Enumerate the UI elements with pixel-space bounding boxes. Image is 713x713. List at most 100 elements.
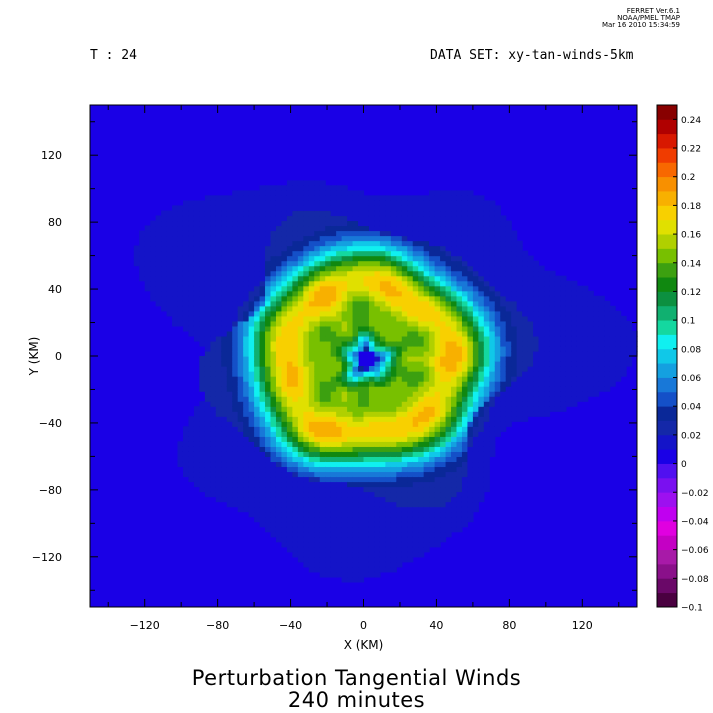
field-cell bbox=[232, 255, 239, 262]
field-cell bbox=[215, 426, 222, 432]
field-cell bbox=[281, 376, 288, 382]
field-cell bbox=[604, 340, 611, 347]
field-cell bbox=[456, 506, 463, 513]
field-cell bbox=[467, 486, 474, 493]
field-cell bbox=[308, 381, 315, 387]
field-cell bbox=[396, 330, 403, 337]
field-cell bbox=[451, 230, 458, 237]
field-cell bbox=[286, 476, 293, 483]
field-cell bbox=[549, 386, 556, 392]
field-cell bbox=[407, 210, 414, 217]
field-cell bbox=[505, 401, 512, 407]
field-cell bbox=[407, 461, 414, 468]
field-cell bbox=[374, 210, 381, 217]
field-cell bbox=[407, 541, 414, 548]
field-cell bbox=[385, 305, 392, 312]
field-cell bbox=[467, 265, 474, 272]
field-cell bbox=[199, 486, 206, 493]
field-cell bbox=[401, 255, 408, 262]
field-cell bbox=[445, 356, 452, 362]
field-cell bbox=[182, 315, 190, 322]
field-cell bbox=[199, 330, 206, 337]
field-cell bbox=[598, 371, 605, 377]
field-cell bbox=[385, 295, 392, 302]
field-cell bbox=[341, 230, 348, 237]
field-cell bbox=[308, 310, 315, 317]
field-cell bbox=[429, 320, 436, 327]
field-cell bbox=[281, 476, 288, 483]
field-cell bbox=[500, 260, 507, 267]
field-cell bbox=[215, 315, 222, 322]
field-cell bbox=[565, 381, 572, 387]
field-cell bbox=[275, 396, 283, 402]
field-cell bbox=[248, 280, 255, 287]
field-cell bbox=[259, 210, 266, 217]
field-cell bbox=[538, 285, 545, 292]
field-cell bbox=[193, 330, 200, 337]
field-cell bbox=[243, 270, 250, 277]
field-cell bbox=[385, 541, 392, 548]
field-cell bbox=[193, 295, 200, 302]
field-cell bbox=[456, 511, 463, 518]
field-cell bbox=[489, 210, 496, 217]
field-cell bbox=[451, 220, 458, 227]
field-cell bbox=[204, 220, 211, 227]
field-cell bbox=[297, 270, 304, 277]
field-cell bbox=[374, 516, 381, 523]
field-cell bbox=[330, 471, 337, 478]
field-cell bbox=[489, 381, 496, 387]
field-cell bbox=[456, 416, 463, 422]
field-cell bbox=[478, 205, 485, 212]
field-cell bbox=[210, 416, 217, 422]
field-cell bbox=[281, 496, 288, 503]
field-cell bbox=[341, 531, 348, 538]
field-cell bbox=[330, 461, 337, 468]
field-cell bbox=[385, 396, 392, 402]
colorbar-swatch bbox=[657, 434, 677, 450]
field-cell bbox=[341, 506, 348, 513]
field-cell bbox=[456, 521, 463, 528]
field-cell bbox=[368, 265, 376, 272]
field-cell bbox=[182, 245, 190, 252]
field-cell bbox=[226, 436, 233, 442]
field-cell bbox=[314, 190, 321, 196]
field-cell bbox=[385, 195, 392, 201]
field-cell bbox=[248, 456, 255, 463]
field-cell bbox=[478, 250, 485, 257]
field-cell bbox=[248, 210, 255, 217]
field-cell bbox=[522, 386, 529, 392]
field-cell bbox=[237, 391, 244, 397]
field-cell bbox=[352, 456, 359, 463]
field-cell bbox=[500, 361, 507, 367]
field-cell bbox=[489, 436, 496, 442]
field-cell bbox=[598, 295, 605, 302]
field-cell bbox=[401, 300, 408, 307]
field-cell bbox=[275, 325, 283, 332]
field-cell bbox=[281, 471, 288, 478]
field-cell bbox=[456, 396, 463, 402]
field-cell bbox=[139, 240, 146, 247]
field-cell bbox=[456, 245, 463, 252]
field-cell bbox=[336, 421, 343, 427]
field-cell bbox=[472, 396, 479, 402]
field-cell bbox=[407, 401, 414, 407]
field-cell bbox=[352, 496, 359, 503]
field-cell bbox=[500, 240, 507, 247]
field-cell bbox=[423, 491, 430, 498]
field-cell bbox=[456, 401, 463, 407]
field-cell bbox=[319, 466, 326, 473]
field-cell bbox=[456, 285, 463, 292]
field-cell bbox=[259, 330, 266, 337]
field-cell bbox=[374, 215, 381, 222]
field-cell bbox=[505, 320, 512, 327]
field-cell bbox=[199, 320, 206, 327]
field-cell bbox=[500, 315, 507, 322]
field-cell bbox=[286, 486, 293, 493]
field-cell bbox=[423, 366, 430, 372]
field-cell bbox=[423, 210, 430, 217]
field-cell bbox=[412, 486, 419, 493]
field-cell bbox=[221, 260, 228, 267]
field-cell bbox=[188, 205, 195, 212]
field-cell bbox=[440, 426, 447, 432]
field-cell bbox=[210, 290, 217, 297]
